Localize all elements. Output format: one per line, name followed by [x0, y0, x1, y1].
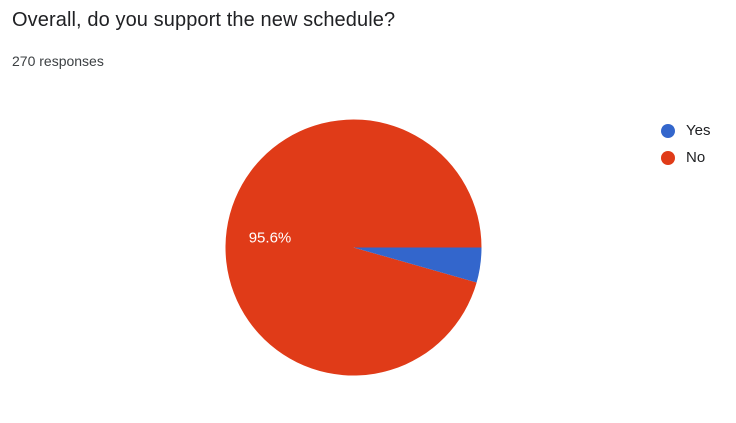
legend-item-no[interactable]: No	[661, 144, 736, 171]
pie-slice-label-no: 95.6%	[249, 230, 292, 247]
legend-dot-icon	[661, 150, 675, 165]
chart-title: Overall, do you support the new schedule…	[12, 9, 396, 31]
legend-item-yes[interactable]: Yes	[661, 117, 736, 144]
legend-item-label-yes: Yes	[686, 122, 711, 139]
chart-legend: Yes No	[661, 117, 736, 171]
legend-item-label-no: No	[686, 149, 706, 166]
legend-dot-icon	[661, 123, 675, 138]
pie-slice-no[interactable]	[225, 119, 482, 376]
chart-subtitle-response-count: 270 responses	[12, 53, 104, 69]
pie-plot-area: 95.6%	[0, 88, 640, 423]
pie-chart-svg: 95.6%	[225, 119, 482, 376]
pie-slice-yes[interactable]	[353, 247, 482, 283]
